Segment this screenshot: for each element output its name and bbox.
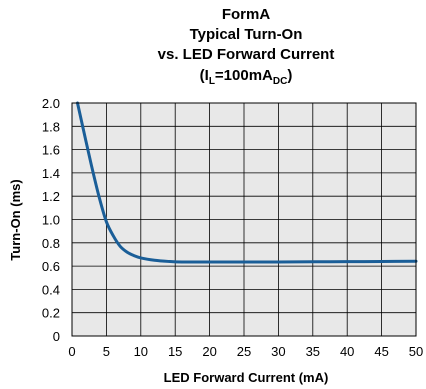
chart-title-line-2: Typical Turn-On <box>190 26 303 43</box>
chart-title-line-3: vs. LED Forward Current <box>158 46 335 63</box>
x-tick-label-0: 0 <box>68 344 75 359</box>
y-tick-label-10: 2.0 <box>42 96 60 111</box>
y-tick-label-3: 0.6 <box>42 259 60 274</box>
x-tick-label-6: 30 <box>271 344 285 359</box>
x-tick-label-9: 45 <box>374 344 388 359</box>
chart-title-line-1: FormA <box>222 6 271 23</box>
condition-sub-2: DC <box>273 76 287 87</box>
x-tick-label-4: 20 <box>202 344 216 359</box>
y-tick-label-7: 1.4 <box>42 166 60 181</box>
y-tick-label-4: 0.8 <box>42 236 60 251</box>
x-tick-label-5: 25 <box>237 344 251 359</box>
x-tick-label-1: 5 <box>103 344 110 359</box>
y-tick-labels: 0 0.2 0.4 0.6 0.8 1.0 1.2 1.4 1.6 1.8 2.0 <box>42 96 60 344</box>
series-layer <box>76 101 418 264</box>
y-axis-label: Turn-On (ms) <box>8 179 23 260</box>
condition-sub-1: L <box>209 76 215 87</box>
x-tick-label-7: 35 <box>306 344 320 359</box>
y-tick-label-0: 0 <box>53 329 60 344</box>
x-tick-label-10: 50 <box>409 344 423 359</box>
plot-frame <box>71 102 417 337</box>
x-axis-label: LED Forward Current (mA) <box>164 370 329 385</box>
y-tick-label-9: 1.8 <box>42 119 60 134</box>
condition-mid: =100mA <box>215 67 273 84</box>
y-tick-label-5: 1.0 <box>42 213 60 228</box>
y-tick-label-1: 0.2 <box>42 306 60 321</box>
x-tick-label-2: 10 <box>134 344 148 359</box>
condition-prefix: (I <box>200 67 209 84</box>
x-tick-label-8: 40 <box>340 344 354 359</box>
y-tick-label-8: 1.6 <box>42 143 60 158</box>
series-line-0 <box>76 101 418 264</box>
chart-title-condition: (IL=100mADC) <box>200 67 293 87</box>
y-tick-label-2: 0.4 <box>42 282 60 297</box>
x-tick-labels: 0 5 10 15 20 25 30 35 40 45 50 <box>68 344 423 359</box>
y-tick-label-6: 1.2 <box>42 189 60 204</box>
condition-suffix: ) <box>287 67 292 84</box>
x-tick-label-3: 15 <box>168 344 182 359</box>
